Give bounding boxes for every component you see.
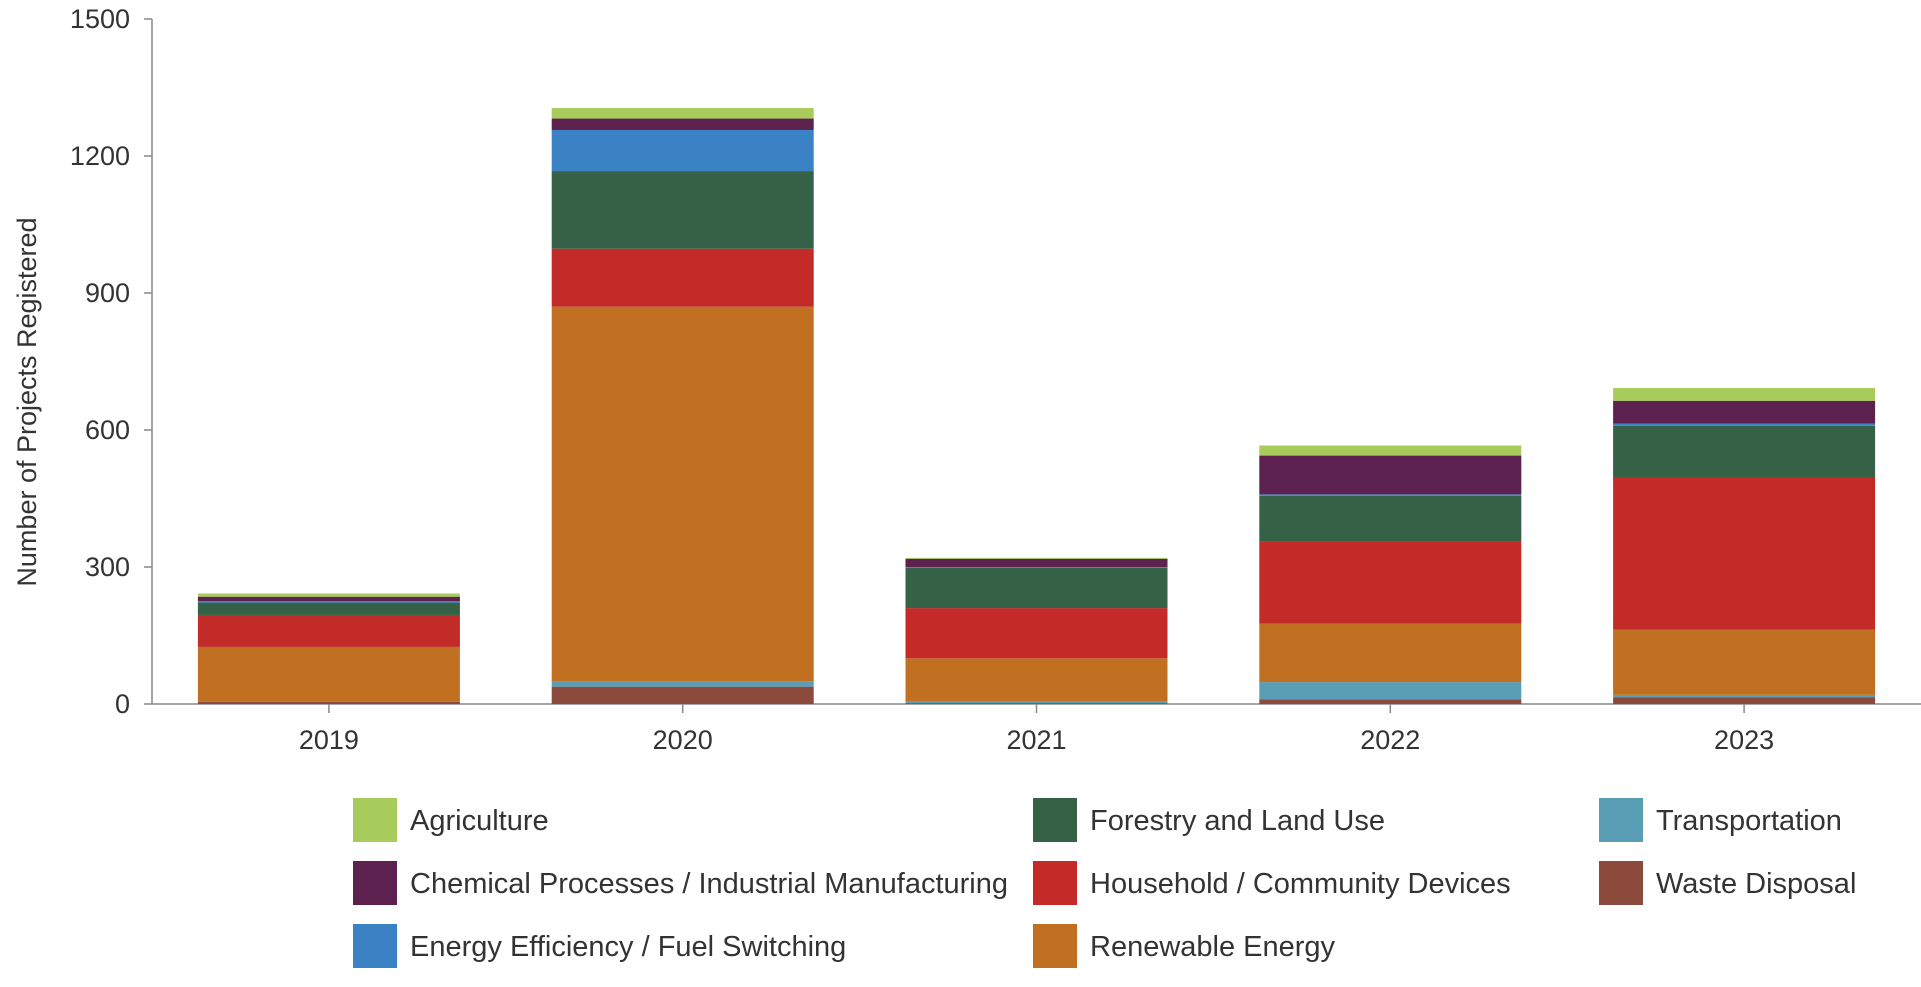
- bar-segment-2023-household-community-devices: [1613, 477, 1876, 630]
- legend-item: Agriculture: [353, 798, 549, 842]
- y-tick-label: 1200: [70, 141, 130, 171]
- legend-swatch: [353, 861, 397, 905]
- legend-swatch: [1033, 798, 1077, 842]
- bar-segment-2020-waste-disposal: [551, 686, 814, 704]
- bar-segment-2020-energy-efficiency-fuel-switching: [551, 129, 814, 172]
- legend-label: Renewable Energy: [1090, 931, 1336, 963]
- legend-swatch: [1599, 798, 1643, 842]
- bar-segment-2019-waste-disposal: [197, 701, 460, 704]
- bar-segment-2022-energy-efficiency-fuel-switching: [1259, 494, 1522, 496]
- legend-label: Transportation: [1656, 805, 1842, 837]
- bar-segment-2020-household-community-devices: [551, 248, 814, 307]
- bar-segment-2022-renewable-energy: [1259, 623, 1522, 683]
- bar-segment-2023-renewable-energy: [1613, 629, 1876, 695]
- bar-segment-2022-waste-disposal: [1259, 699, 1522, 704]
- bar-segment-2022-agriculture: [1259, 445, 1522, 456]
- y-tick-label: 600: [85, 415, 130, 445]
- x-tick-label: 2023: [1714, 725, 1774, 755]
- legend-swatch: [1599, 861, 1643, 905]
- bar-segment-2019-energy-efficiency-fuel-switching: [197, 601, 460, 603]
- legend-item: Waste Disposal: [1599, 861, 1856, 905]
- bar-segment-2023-chemical-processes-industrial-manufacturing: [1613, 400, 1876, 424]
- bar-segment-2019-renewable-energy: [197, 646, 460, 702]
- bar-segment-2023-forestry-and-land-use: [1613, 425, 1876, 478]
- y-tick-label: 1500: [70, 4, 130, 34]
- legend-item: Energy Efficiency / Fuel Switching: [353, 924, 846, 968]
- legend-label: Household / Community Devices: [1090, 868, 1511, 900]
- x-axis: 2019 2020 2021 2022 2023: [152, 703, 1921, 755]
- legend: Agriculture Forestry and Land Use Transpor…: [353, 798, 1856, 968]
- bar-segment-2021-renewable-energy: [905, 658, 1168, 702]
- y-axis-title: Number of Projects Registered: [12, 217, 42, 586]
- legend-swatch: [1033, 861, 1077, 905]
- legend-label: Forestry and Land Use: [1090, 805, 1385, 837]
- legend-swatch: [353, 924, 397, 968]
- legend-swatch: [1033, 924, 1077, 968]
- bar-segment-2023-energy-efficiency-fuel-switching: [1613, 423, 1876, 426]
- x-tick-label: 2021: [1006, 725, 1066, 755]
- bar-segment-2021-transportation: [905, 701, 1168, 704]
- bar-segment-2021-household-community-devices: [905, 608, 1168, 659]
- bar-segment-2020-renewable-energy: [551, 306, 814, 682]
- bar-segment-2021-chemical-processes-industrial-manufacturing: [905, 558, 1168, 567]
- y-axis: 0 300 600 900 1200 1500: [70, 4, 153, 719]
- bar-segment-2022-transportation: [1259, 682, 1522, 700]
- x-tick-label: 2019: [299, 725, 359, 755]
- legend-label: Waste Disposal: [1656, 868, 1856, 900]
- bar-segment-2020-transportation: [551, 681, 814, 687]
- bar-segment-2023-agriculture: [1613, 387, 1876, 401]
- bar-segment-2022-forestry-and-land-use: [1259, 495, 1522, 542]
- bar-segment-2022-chemical-processes-industrial-manufacturing: [1259, 455, 1522, 495]
- legend-item: Transportation: [1599, 798, 1842, 842]
- bar-segment-2021-energy-efficiency-fuel-switching: [905, 567, 1168, 568]
- legend-item: Chemical Processes / Industrial Manufact…: [353, 861, 1008, 905]
- bar-segment-2021-agriculture: [905, 557, 1168, 559]
- bar-segment-2021-forestry-and-land-use: [905, 567, 1168, 609]
- x-tick-label: 2022: [1360, 725, 1420, 755]
- bar-segment-2019-household-community-devices: [197, 614, 460, 647]
- bar-segment-2023-waste-disposal: [1613, 697, 1876, 704]
- legend-item: Household / Community Devices: [1033, 861, 1511, 905]
- y-tick-label: 300: [85, 552, 130, 582]
- bar-segment-2023-transportation: [1613, 694, 1876, 698]
- y-tick-label: 900: [85, 278, 130, 308]
- legend-item: Forestry and Land Use: [1033, 798, 1385, 842]
- legend-swatch: [353, 798, 397, 842]
- legend-item: Renewable Energy: [1033, 924, 1336, 968]
- legend-label: Chemical Processes / Industrial Manufact…: [410, 868, 1008, 900]
- legend-label: Energy Efficiency / Fuel Switching: [410, 931, 846, 963]
- bar-segment-2020-agriculture: [551, 108, 814, 119]
- bar-segment-2021-waste-disposal: [905, 703, 1168, 704]
- bar-segment-2019-forestry-and-land-use: [197, 602, 460, 615]
- bar-segment-2019-agriculture: [197, 593, 460, 597]
- x-tick-label: 2020: [653, 725, 713, 755]
- bar-segment-2020-forestry-and-land-use: [551, 171, 814, 249]
- bar-segment-2020-chemical-processes-industrial-manufacturing: [551, 118, 814, 130]
- bars: [197, 108, 1876, 704]
- y-tick-label: 0: [115, 689, 130, 719]
- bar-segment-2019-chemical-processes-industrial-manufacturing: [197, 596, 460, 602]
- bar-segment-2022-household-community-devices: [1259, 541, 1522, 624]
- legend-label: Agriculture: [410, 805, 549, 837]
